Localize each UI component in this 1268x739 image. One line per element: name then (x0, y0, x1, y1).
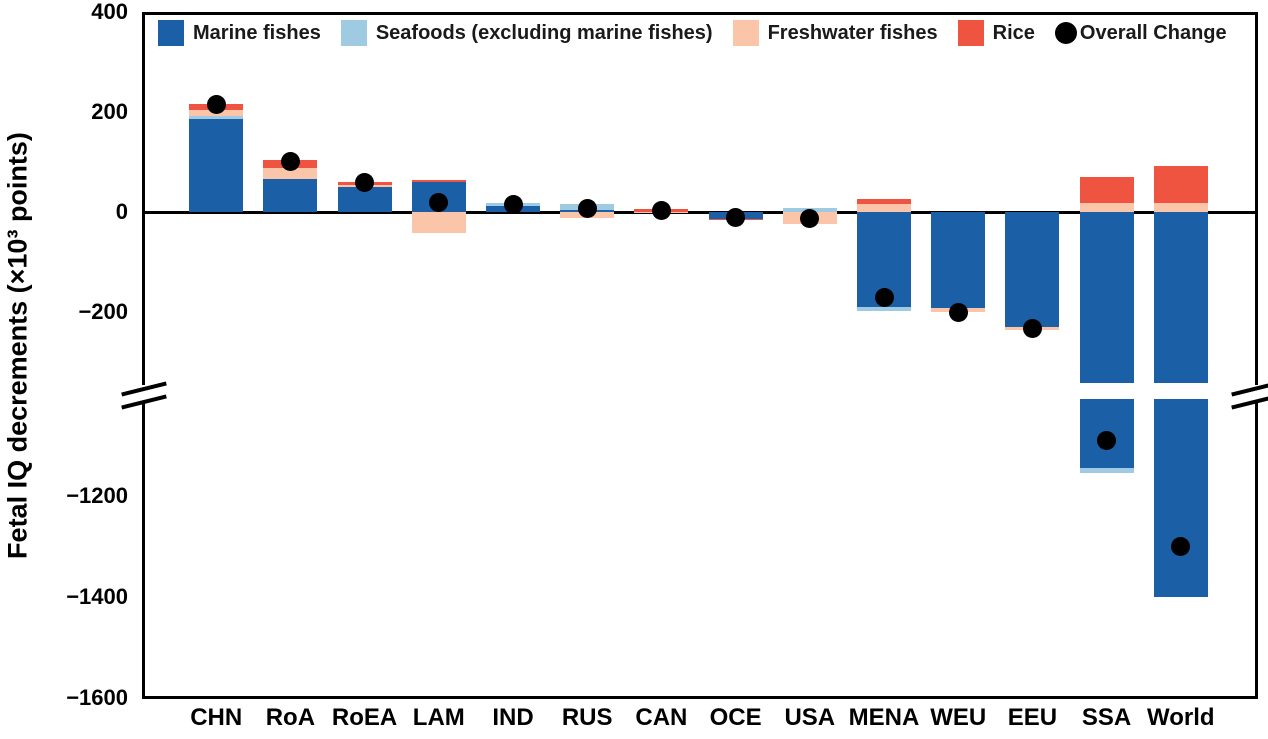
bar-segment (1005, 212, 1060, 327)
overall-change-dot (206, 94, 226, 114)
x-category-label: LAM (412, 704, 465, 731)
marine-fishes-swatch (158, 20, 184, 46)
bar-segment (1079, 177, 1134, 203)
rice-swatch (957, 20, 984, 46)
bar-segment (1079, 467, 1134, 474)
overall-change-dot (577, 198, 597, 218)
overall-change-dot (948, 302, 968, 322)
x-category-label: SSA (1081, 704, 1132, 731)
overall-change-dot (1171, 536, 1191, 556)
legend-item-freshwater-fishes: Freshwater fishes (732, 20, 938, 46)
bar-segment (189, 118, 244, 212)
bar-segment (1079, 212, 1134, 383)
y-tick-label: −200 (78, 299, 128, 324)
bar-segment (857, 204, 911, 212)
legend-label: Overall Change (1079, 21, 1227, 44)
overall-change-dot (503, 194, 523, 214)
seafoods-swatch (340, 20, 367, 46)
overall-change-dot (874, 287, 894, 307)
right-axis-break-mark (1231, 381, 1268, 397)
y-axis-upper-segment (142, 12, 145, 385)
x-category-label: OCE (709, 704, 762, 731)
right-axis-lower-segment (1255, 402, 1258, 699)
legend-label: Rice (992, 21, 1035, 44)
legend-label: Marine fishes (193, 21, 321, 44)
bar-segment (1153, 165, 1208, 203)
x-category-label: IND (492, 704, 534, 731)
legend: Marine fishes Seafoods (excluding marine… (158, 20, 1227, 46)
legend-item-overall-change: Overall Change (1054, 21, 1227, 45)
legend-item-marine-fishes: Marine fishes (158, 20, 321, 46)
bar-segment (411, 180, 466, 182)
legend-label: Seafoods (excluding marine fishes) (375, 21, 713, 44)
freshwater-fishes-swatch (732, 20, 759, 46)
overall-change-dot (651, 201, 671, 220)
legend-label: Freshwater fishes (767, 21, 938, 44)
x-category-label: RUS (561, 704, 613, 731)
overall-change-dot (355, 172, 375, 192)
x-category-label: MENA (848, 704, 920, 731)
y-tick-label: −1400 (66, 583, 128, 609)
y-axis-lower-segment (142, 402, 145, 699)
x-category-label: RoA (265, 704, 316, 731)
x-category-label: CHN (190, 704, 243, 731)
x-category-label: WEU (930, 704, 987, 731)
overall-change-dot (1097, 430, 1117, 450)
y-tick-label: 200 (91, 99, 128, 124)
bar-segment (189, 116, 244, 119)
overall-change-dot (800, 209, 820, 228)
y-tick-label: 400 (91, 0, 128, 24)
x-category-label: CAN (635, 704, 688, 731)
bar-segment (1153, 399, 1208, 597)
bar-segment (411, 212, 466, 233)
x-category-label: World (1147, 704, 1215, 731)
zero-baseline (142, 211, 1255, 214)
right-axis-upper-segment (1255, 12, 1258, 385)
bar-segment (857, 199, 911, 204)
legend-item-seafoods: Seafoods (excluding marine fishes) (340, 20, 713, 46)
x-category-label: USA (784, 704, 836, 731)
bar-segment (263, 178, 318, 212)
overall-change-dot (280, 152, 300, 171)
bar-segment (1153, 212, 1208, 383)
overall-change-dot (726, 208, 746, 227)
y-axis-title: Fetal IQ decrements (×10³ points) (2, 132, 33, 559)
bar-segment (1153, 202, 1208, 212)
legend-item-rice: Rice (957, 20, 1035, 46)
overall-change-dot (1022, 318, 1042, 338)
bar-segment (931, 212, 986, 308)
bar-segment (263, 167, 318, 179)
plot-border-top (142, 12, 1258, 15)
right-axis-break-mark (1231, 394, 1268, 410)
y-tick-label: 0 (115, 199, 128, 224)
x-category-label: EEU (1007, 704, 1058, 731)
overall-change-dot-icon (1054, 22, 1077, 44)
bar-segment (857, 306, 911, 311)
plot-border-bottom (142, 696, 1258, 699)
y-tick-label: −1600 (66, 685, 128, 710)
bar-segment (1079, 202, 1134, 212)
y-tick-label: −1200 (66, 482, 128, 508)
x-category-label: RoEA (331, 704, 398, 731)
overall-change-dot (429, 193, 449, 212)
